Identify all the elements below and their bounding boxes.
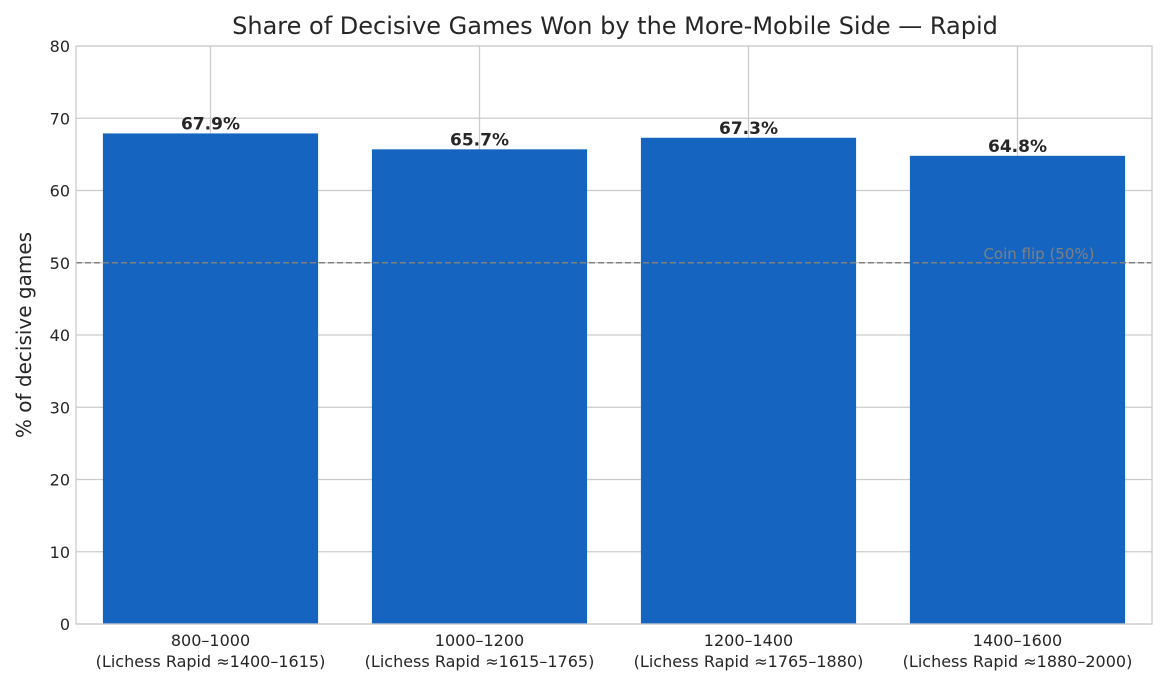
- data-label: 67.9%: [181, 114, 240, 134]
- reference-line-group: Coin flip (50%): [76, 245, 1152, 264]
- x-tick-range: 800–1000: [171, 631, 250, 650]
- bar: [909, 155, 1126, 624]
- data-label: 65.7%: [450, 130, 509, 150]
- reference-line-label: Coin flip (50%): [983, 245, 1094, 263]
- data-label: 64.8%: [988, 137, 1047, 157]
- y-axis-ticks: 0 10 20 30 40 50 60 70 80: [50, 37, 70, 634]
- x-tick-range: 1200–1400: [704, 631, 793, 650]
- data-label: 67.3%: [719, 119, 778, 139]
- x-tick-range: 1400–1600: [973, 631, 1062, 650]
- bar: [371, 149, 588, 624]
- bar: [102, 133, 319, 625]
- x-tick-range: 1000–1200: [435, 631, 524, 650]
- bar: [640, 137, 857, 624]
- x-tick-lichess-range: (Lichess Rapid ≈1765–1880): [634, 652, 864, 671]
- y-tick-label: 40: [50, 326, 70, 345]
- data-labels: 67.9% 65.7% 67.3% 64.8%: [181, 114, 1047, 156]
- y-tick-label: 30: [50, 398, 70, 417]
- x-tick-label: 1400–1600 (Lichess Rapid ≈1880–2000): [903, 631, 1133, 671]
- y-tick-label: 10: [50, 543, 70, 562]
- x-tick-lichess-range: (Lichess Rapid ≈1615–1765): [365, 652, 595, 671]
- x-axis-ticks: 800–1000 (Lichess Rapid ≈1400–1615) 1000–1…: [96, 631, 1133, 671]
- y-tick-label: 70: [50, 109, 70, 128]
- x-tick-lichess-range: (Lichess Rapid ≈1400–1615): [96, 652, 326, 671]
- chart-title: Share of Decisive Games Won by the More-…: [232, 12, 998, 40]
- x-tick-lichess-range: (Lichess Rapid ≈1880–2000): [903, 652, 1133, 671]
- y-tick-label: 60: [50, 182, 70, 201]
- y-tick-label: 20: [50, 471, 70, 490]
- bars: [102, 133, 1126, 625]
- y-tick-label: 50: [50, 254, 70, 273]
- y-axis-label: % of decisive games: [12, 232, 36, 438]
- y-tick-label: 80: [50, 37, 70, 56]
- x-tick-label: 1000–1200 (Lichess Rapid ≈1615–1765): [365, 631, 595, 671]
- x-tick-label: 800–1000 (Lichess Rapid ≈1400–1615): [96, 631, 326, 671]
- plot-frame: [75, 45, 1153, 625]
- y-tick-label: 0: [60, 615, 70, 634]
- x-tick-label: 1200–1400 (Lichess Rapid ≈1765–1880): [634, 631, 864, 671]
